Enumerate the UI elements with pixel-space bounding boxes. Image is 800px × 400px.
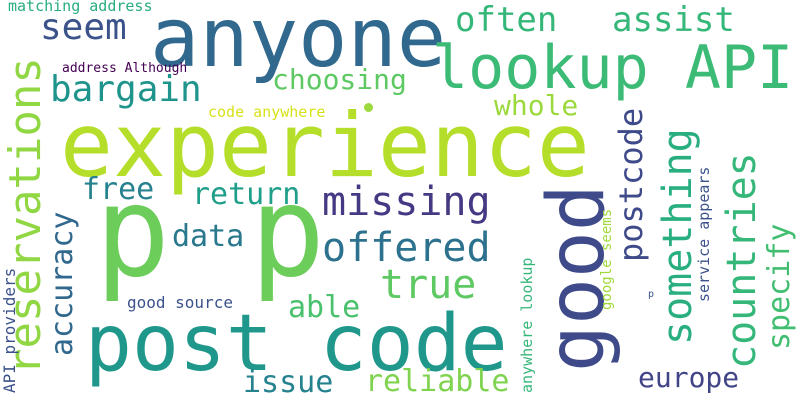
word-often: often bbox=[455, 0, 558, 40]
word-data: data bbox=[172, 219, 245, 254]
word-anyone: anyone bbox=[150, 0, 447, 86]
word-free: free bbox=[82, 172, 155, 207]
word-missing: missing bbox=[322, 179, 491, 225]
word-return: return bbox=[192, 177, 301, 212]
word-p-small: p bbox=[648, 289, 655, 300]
word-offered: offered bbox=[322, 225, 491, 271]
word-post-code: post code bbox=[85, 299, 508, 389]
word-countries: countries bbox=[719, 152, 765, 369]
word-postcode: postcode bbox=[612, 107, 650, 262]
word-matching-address: matching address bbox=[8, 0, 153, 15]
word-issue: issue bbox=[243, 365, 334, 400]
dot-decoration bbox=[364, 103, 373, 112]
word-able: able bbox=[288, 290, 361, 325]
word-code-anywhere: code anywhere bbox=[208, 103, 326, 121]
word-reliable: reliable bbox=[365, 364, 510, 399]
word-bargain: bargain bbox=[50, 69, 202, 110]
word-something: something bbox=[655, 128, 701, 345]
word-api-providers: API providers bbox=[0, 267, 19, 393]
word-anywhere-lookup: anywhere lookup bbox=[518, 257, 536, 393]
word-good-source: good source bbox=[127, 293, 233, 312]
word-lookup-api: lookup API bbox=[432, 33, 794, 103]
word-whole: whole bbox=[494, 89, 579, 122]
word-seem: seem bbox=[40, 7, 127, 48]
word-specify: specify bbox=[762, 223, 797, 350]
word-choosing: choosing bbox=[272, 63, 407, 96]
word-google-seems: google seems bbox=[599, 208, 615, 310]
word-experience: experience bbox=[60, 94, 590, 197]
word-accuracy: accuracy bbox=[45, 211, 80, 357]
word-address-although: address Although bbox=[62, 61, 188, 76]
word-assist: assist bbox=[612, 0, 735, 40]
word-p-1: p bbox=[95, 160, 171, 305]
word-europe: europe bbox=[638, 361, 740, 394]
word-service-appears: service appears bbox=[695, 166, 713, 302]
word-p-2: p bbox=[250, 160, 326, 305]
word-true: true bbox=[380, 262, 477, 308]
